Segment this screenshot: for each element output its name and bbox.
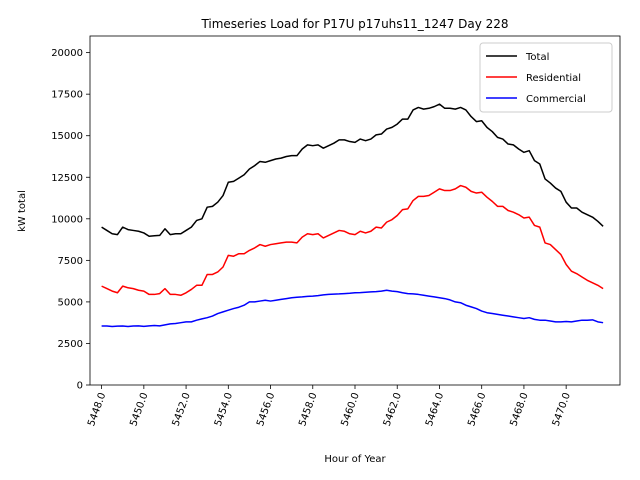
x-tick-label: 5454.0 bbox=[213, 391, 235, 428]
legend-label-commercial: Commercial bbox=[526, 94, 586, 105]
plot-area-frame bbox=[89, 35, 621, 386]
legend-box bbox=[479, 42, 613, 113]
y-tick-label: 2500 bbox=[58, 339, 83, 350]
y-tick-label: 15000 bbox=[51, 131, 83, 142]
series-layer bbox=[101, 103, 604, 328]
legend-label-total: Total bbox=[525, 52, 549, 63]
x-tick-label: 5456.0 bbox=[255, 391, 277, 428]
series-line-commercial bbox=[101, 289, 604, 328]
y-tick-label: 20000 bbox=[51, 48, 83, 59]
y-axis-ticks: 0 2500 5000 7500 10000 12500 15000 17500 20000 bbox=[51, 48, 90, 392]
y-tick-label: 7500 bbox=[58, 256, 83, 267]
y-tick-label: 0 bbox=[77, 381, 83, 392]
y-tick-label: 10000 bbox=[51, 214, 83, 225]
x-tick-label: 5470.0 bbox=[551, 391, 573, 428]
legend: Total Residential Commercial bbox=[479, 42, 613, 113]
y-axis-title: kW total bbox=[17, 190, 28, 232]
y-tick-label: 17500 bbox=[51, 90, 83, 101]
x-axis-title: Hour of Year bbox=[324, 454, 386, 465]
series-line-residential bbox=[101, 184, 604, 297]
series-line-total bbox=[101, 103, 604, 238]
chart-title: Timeseries Load for P17U p17uhs11_1247 D… bbox=[200, 17, 508, 31]
x-tick-label: 5448.0 bbox=[86, 391, 108, 428]
x-axis-ticks: 5448.0 5450.0 5452.0 5454.0 5456.0 5458.0 5460… bbox=[86, 385, 573, 428]
x-tick-label: 5460.0 bbox=[340, 391, 362, 428]
legend-label-residential: Residential bbox=[526, 73, 581, 84]
x-tick-label: 5450.0 bbox=[128, 391, 150, 428]
y-tick-label: 12500 bbox=[51, 173, 83, 184]
x-tick-label: 5468.0 bbox=[508, 391, 530, 428]
x-tick-label: 5462.0 bbox=[382, 391, 404, 428]
y-tick-label: 5000 bbox=[58, 297, 83, 308]
x-tick-label: 5464.0 bbox=[424, 391, 446, 428]
x-tick-label: 5458.0 bbox=[297, 391, 319, 428]
x-tick-label: 5452.0 bbox=[171, 391, 193, 428]
x-tick-label: 5466.0 bbox=[466, 391, 488, 428]
